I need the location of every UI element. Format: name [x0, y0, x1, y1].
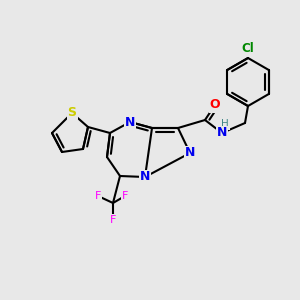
Text: Cl: Cl — [242, 41, 254, 55]
Text: N: N — [140, 170, 150, 184]
Text: F: F — [110, 215, 116, 225]
Text: S: S — [68, 106, 76, 119]
Text: F: F — [122, 191, 128, 201]
Text: H: H — [221, 119, 229, 129]
Text: N: N — [185, 146, 195, 160]
Text: F: F — [95, 191, 101, 201]
Text: O: O — [210, 98, 220, 112]
Text: N: N — [125, 116, 135, 128]
Text: N: N — [217, 127, 227, 140]
